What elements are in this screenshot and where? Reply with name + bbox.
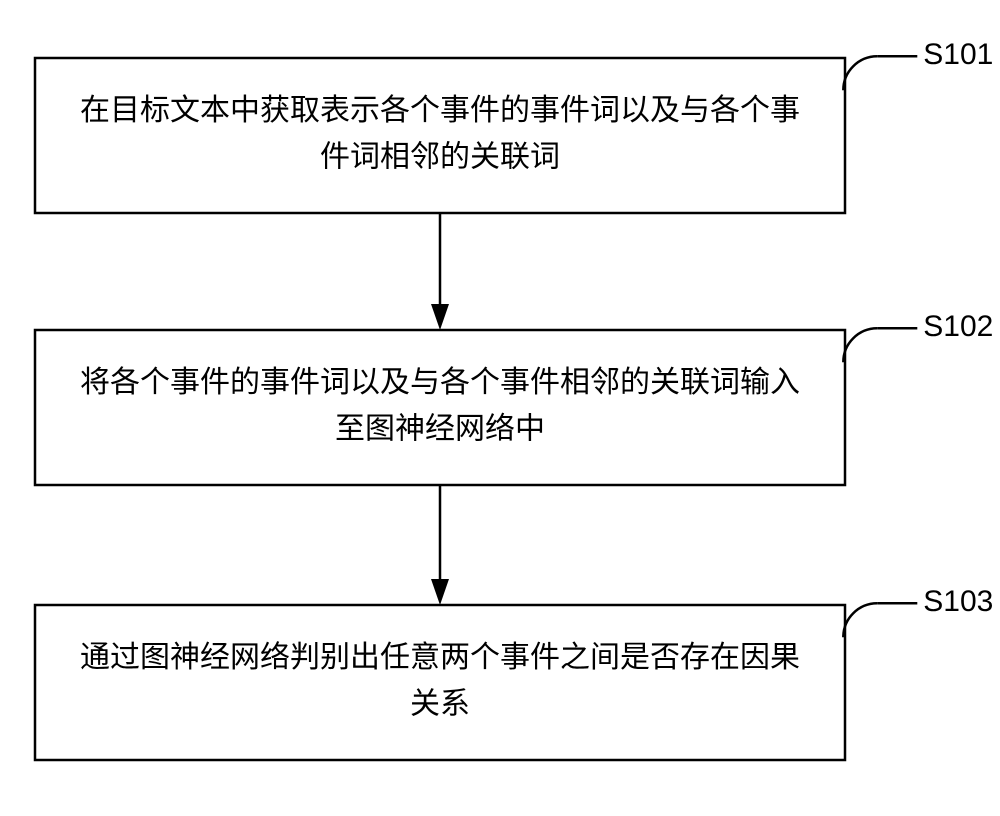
step-box [35, 58, 845, 213]
step-box [35, 605, 845, 760]
step-text-line: 关系 [410, 688, 470, 721]
step-tag: S101 [923, 38, 993, 71]
step-text-line: 通过图神经网络判别出任意两个事件之间是否存在因果 [80, 641, 800, 674]
step-text-line: 件词相邻的关联词 [320, 141, 560, 174]
step-tag: S102 [923, 310, 993, 343]
step-text-line: 至图神经网络中 [335, 413, 545, 446]
step-box [35, 330, 845, 485]
step-text-line: 将各个事件的事件词以及与各个事件相邻的关联词输入 [80, 366, 800, 399]
step-tag: S103 [923, 585, 993, 618]
step-text-line: 在目标文本中获取表示各个事件的事件词以及与各个事 [80, 94, 800, 127]
